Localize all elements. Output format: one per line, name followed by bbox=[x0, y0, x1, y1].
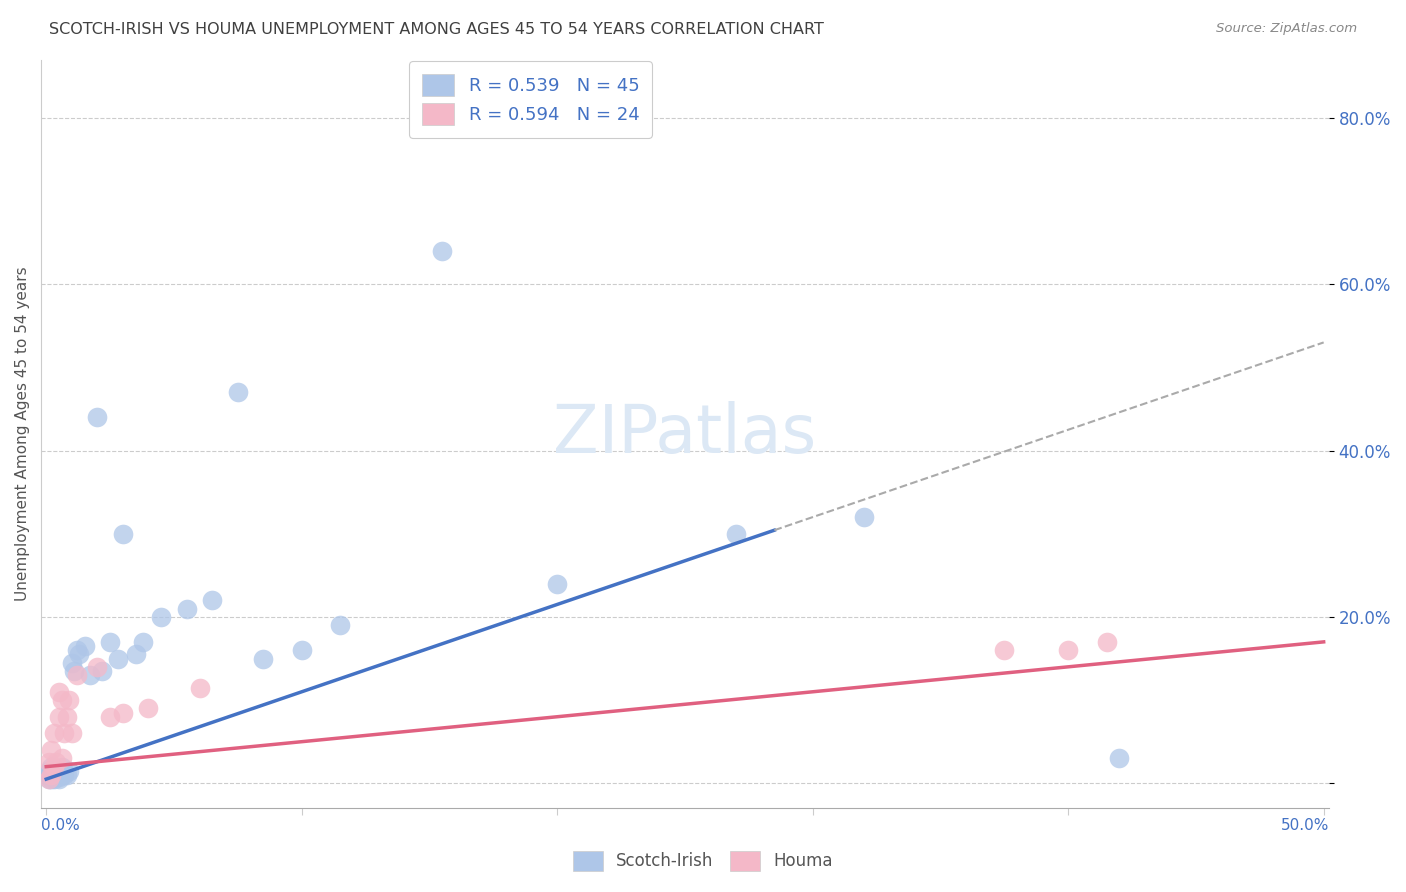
Point bbox=[1057, 643, 1080, 657]
Text: Source: ZipAtlas.com: Source: ZipAtlas.com bbox=[1216, 22, 1357, 36]
Point bbox=[53, 768, 76, 782]
Point bbox=[51, 759, 73, 773]
Point bbox=[432, 244, 454, 258]
Point bbox=[55, 768, 77, 782]
Point bbox=[138, 701, 160, 715]
Point bbox=[132, 635, 155, 649]
Point bbox=[150, 610, 173, 624]
Point bbox=[852, 510, 875, 524]
Point bbox=[66, 668, 89, 682]
Point bbox=[48, 764, 70, 778]
Point bbox=[176, 601, 198, 615]
Point bbox=[1095, 635, 1118, 649]
Point bbox=[53, 726, 76, 740]
Point bbox=[41, 768, 63, 782]
Point bbox=[55, 710, 77, 724]
Point bbox=[67, 648, 90, 662]
Point bbox=[993, 643, 1015, 657]
Legend: R = 0.539   N = 45, R = 0.594   N = 24: R = 0.539 N = 45, R = 0.594 N = 24 bbox=[409, 62, 652, 137]
Legend: Scotch-Irish, Houma: Scotch-Irish, Houma bbox=[565, 842, 841, 880]
Point bbox=[58, 764, 80, 778]
Point bbox=[107, 651, 129, 665]
Point bbox=[42, 764, 65, 778]
Point bbox=[546, 576, 568, 591]
Point bbox=[63, 664, 86, 678]
Text: 0.0%: 0.0% bbox=[41, 818, 80, 833]
Point bbox=[41, 772, 63, 786]
Point bbox=[38, 772, 60, 786]
Point bbox=[41, 768, 63, 782]
Point bbox=[60, 656, 83, 670]
Point bbox=[98, 710, 121, 724]
Point bbox=[86, 410, 108, 425]
Text: ZIPatlas: ZIPatlas bbox=[554, 401, 817, 467]
Point bbox=[41, 759, 63, 773]
Point bbox=[51, 768, 73, 782]
Point bbox=[226, 385, 249, 400]
Point bbox=[53, 764, 76, 778]
Point bbox=[42, 759, 65, 773]
Point bbox=[45, 764, 67, 778]
Point bbox=[188, 681, 211, 695]
Point bbox=[66, 643, 89, 657]
Point bbox=[73, 639, 96, 653]
Point bbox=[58, 693, 80, 707]
Point bbox=[86, 660, 108, 674]
Point bbox=[38, 764, 60, 778]
Point bbox=[111, 706, 134, 720]
Point bbox=[1108, 751, 1130, 765]
Point bbox=[111, 526, 134, 541]
Point bbox=[45, 768, 67, 782]
Point bbox=[41, 743, 63, 757]
Point bbox=[42, 726, 65, 740]
Point bbox=[48, 772, 70, 786]
Point bbox=[79, 668, 101, 682]
Point bbox=[38, 772, 60, 786]
Point bbox=[48, 685, 70, 699]
Point bbox=[45, 756, 67, 770]
Point bbox=[201, 593, 224, 607]
Point bbox=[124, 648, 146, 662]
Point bbox=[48, 710, 70, 724]
Point bbox=[38, 756, 60, 770]
Point bbox=[725, 526, 748, 541]
Point bbox=[51, 693, 73, 707]
Y-axis label: Unemployment Among Ages 45 to 54 years: Unemployment Among Ages 45 to 54 years bbox=[15, 267, 30, 601]
Point bbox=[98, 635, 121, 649]
Point bbox=[60, 726, 83, 740]
Text: 50.0%: 50.0% bbox=[1281, 818, 1329, 833]
Point bbox=[42, 768, 65, 782]
Text: SCOTCH-IRISH VS HOUMA UNEMPLOYMENT AMONG AGES 45 TO 54 YEARS CORRELATION CHART: SCOTCH-IRISH VS HOUMA UNEMPLOYMENT AMONG… bbox=[49, 22, 824, 37]
Point bbox=[291, 643, 314, 657]
Point bbox=[38, 768, 60, 782]
Point bbox=[252, 651, 274, 665]
Point bbox=[42, 772, 65, 786]
Point bbox=[48, 770, 70, 784]
Point bbox=[91, 664, 114, 678]
Point bbox=[51, 751, 73, 765]
Point bbox=[329, 618, 352, 632]
